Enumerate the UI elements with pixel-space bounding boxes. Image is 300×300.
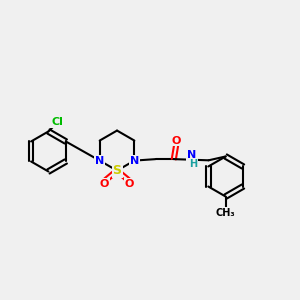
- Text: O: O: [100, 179, 109, 189]
- Text: N: N: [95, 156, 104, 166]
- Text: N: N: [187, 150, 196, 160]
- Text: H: H: [189, 159, 197, 169]
- Text: O: O: [125, 179, 134, 189]
- Text: Cl: Cl: [51, 117, 63, 127]
- Text: CH₃: CH₃: [216, 208, 236, 218]
- Text: S: S: [112, 164, 122, 177]
- Text: N: N: [130, 156, 139, 166]
- Text: O: O: [172, 136, 181, 146]
